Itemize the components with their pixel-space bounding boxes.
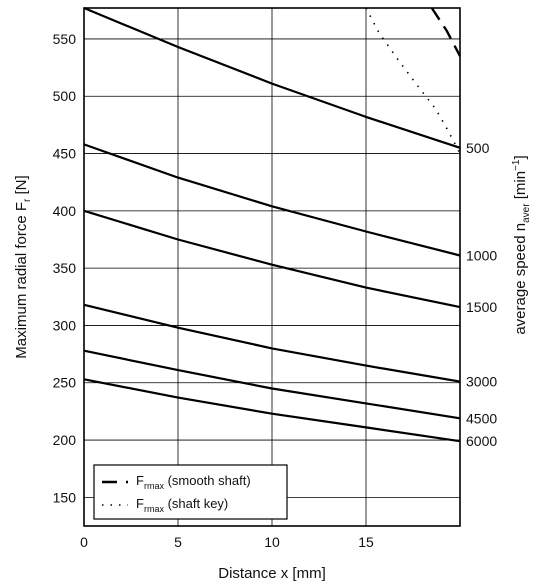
legend: Frmax (smooth shaft) Frmax (shaft key) [93, 464, 288, 520]
speed-label: 1000 [466, 248, 497, 264]
series-line [83, 6, 461, 149]
y-tick-label: 550 [53, 31, 77, 47]
y-tick-label: 350 [53, 260, 77, 276]
series-group [83, 6, 462, 443]
y-tick-label: 150 [53, 489, 77, 505]
y2-axis-title: average speed naver [min−1] [511, 155, 532, 334]
y-tick-label: 400 [53, 203, 77, 219]
x-tick-label: 10 [264, 534, 280, 550]
y-tick-label: 500 [53, 88, 77, 104]
series-line [83, 209, 461, 309]
x-tick-label: 0 [80, 534, 88, 550]
series-line [83, 143, 461, 257]
speed-label: 500 [466, 140, 490, 156]
x-tick-label: 5 [174, 534, 182, 550]
x-axis-ticks: 0 5 10 15 [80, 534, 374, 550]
series-line [83, 303, 461, 383]
series-line [430, 7, 462, 57]
series-line [83, 378, 461, 443]
speed-labels: 500 1000 1500 3000 4500 6000 [466, 140, 497, 449]
y-tick-label: 450 [53, 146, 77, 162]
x-axis-title: Distance x [mm] [218, 565, 326, 582]
speed-label: 1500 [466, 299, 497, 315]
speed-label: 6000 [466, 433, 497, 449]
y-tick-label: 300 [53, 317, 77, 333]
y-tick-label: 250 [53, 375, 77, 391]
y-axis-ticks: 150 200 250 300 350 400 450 500 550 [53, 31, 77, 505]
legend-box [93, 464, 288, 520]
series-line [83, 349, 461, 420]
y-axis-title: Maximum radial force Fr [N] [13, 175, 33, 358]
plot-frame [83, 7, 461, 527]
legend-label-shaft-key: Frmax (shaft key) [136, 496, 228, 514]
speed-label: 4500 [466, 410, 497, 426]
grid [83, 8, 460, 526]
y-tick-label: 200 [53, 432, 77, 448]
legend-label-smooth-shaft: Frmax (smooth shaft) [136, 473, 251, 491]
speed-label: 3000 [466, 374, 497, 390]
x-tick-label: 15 [358, 534, 374, 550]
